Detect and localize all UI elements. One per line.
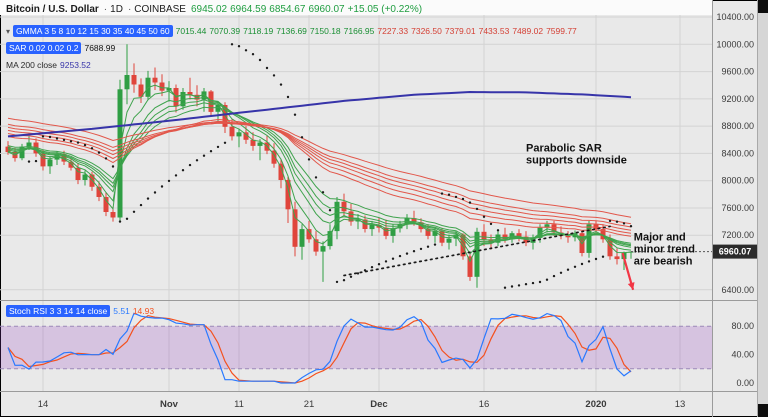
annotation-text[interactable]: minor trend — [634, 244, 695, 256]
price-tick-label: 9600.00 — [721, 67, 754, 77]
interval-label[interactable]: 1D — [110, 3, 123, 15]
sar-legend-row: SAR 0.02 0.02 0.2 7688.99 — [6, 41, 115, 55]
ohlc-open-value: 6945.02 — [190, 3, 228, 15]
gmma-value: 7118.19 — [243, 26, 274, 36]
price-tick-label: 8800.00 — [721, 121, 754, 131]
gmma-value: 7433.53 — [478, 26, 510, 36]
annotation-text[interactable]: supports downside — [526, 154, 627, 166]
price-tick-label: 10400.00 — [716, 12, 754, 22]
stoch-k-value: 5.51 — [113, 306, 130, 316]
price-tick-label: 7200.00 — [721, 230, 754, 240]
time-tick-label: 16 — [479, 399, 490, 410]
time-tick-label: Dec — [370, 399, 387, 410]
ohlc-low-value: 6854.67 — [269, 3, 306, 15]
price-tick-label: 8400.00 — [721, 148, 754, 158]
gmma-value: 7166.95 — [343, 26, 375, 36]
ma-legend-row: MA 200 close 9253.52 — [6, 58, 91, 72]
gmma-value: 7136.69 — [276, 26, 307, 36]
time-tick-label: 2020 — [585, 399, 606, 410]
exchange-label: COINBASE — [134, 3, 186, 15]
time-tick-label: 11 — [234, 399, 244, 410]
gmma-value: 7227.33 — [377, 26, 409, 36]
price-tick-label: 9200.00 — [721, 94, 754, 104]
gmma-value: 7150.18 — [309, 26, 341, 36]
time-tick-label: 13 — [675, 399, 686, 410]
scrollbar[interactable] — [757, 0, 768, 417]
separator-dot: · — [127, 3, 132, 15]
last-price-badge — [713, 244, 757, 259]
annotation-text[interactable]: are bearish — [634, 256, 693, 268]
arrow-head — [627, 282, 635, 290]
trendline-annotation[interactable] — [343, 225, 611, 277]
price-tick-label: 7600.00 — [721, 203, 754, 213]
ohlc-high-value: 6964.59 — [230, 3, 267, 15]
scrollbar-down-button[interactable] — [758, 404, 768, 417]
stoch-d-value: 14.93 — [132, 306, 155, 316]
gmma-value: 7489.02 — [512, 26, 544, 36]
time-tick-label: 14 — [38, 399, 49, 410]
time-tick-label: 21 — [304, 399, 315, 410]
stoch-legend-row: Stoch RSI 3 3 14 14 close 5.51 14.93 — [6, 304, 154, 318]
ohlc-change-value: +15.05 (+0.22%) — [347, 3, 423, 15]
time-tick-label: Nov — [160, 399, 179, 410]
sar-indicator-label[interactable]: SAR 0.02 0.02 0.2 — [6, 42, 82, 54]
symbol-legend-row: Bitcoin / U.S. Dollar · 1D · COINBASE 69… — [6, 2, 422, 16]
ohlc-close-value: 6960.07 — [308, 3, 345, 15]
sub-tick-label: 40.00 — [731, 350, 754, 360]
gmma-value: 7015.44 — [175, 26, 207, 36]
gmma-legend-row: ▾ GMMA 3 5 8 10 12 15 30 35 40 45 50 60 … — [6, 24, 577, 38]
annotation-text[interactable]: Major and — [634, 232, 686, 244]
gmma-value: 7070.39 — [209, 26, 241, 36]
price-tick-label: 6400.00 — [721, 285, 754, 295]
ma-indicator-label[interactable]: MA 200 close — [6, 60, 58, 70]
gmma-value: 7599.77 — [546, 26, 577, 36]
scrollbar-up-button[interactable] — [758, 0, 768, 13]
sub-tick-label: 0.00 — [736, 378, 754, 388]
svg-text:6960.07: 6960.07 — [719, 247, 752, 257]
ma-value: 9253.52 — [60, 60, 91, 70]
gmma-value: 7379.01 — [444, 26, 476, 36]
annotation-text[interactable]: Parabolic SAR — [526, 142, 602, 154]
separator-dot: · — [103, 3, 108, 15]
sub-tick-label: 80.00 — [731, 321, 754, 331]
gmma-indicator-label[interactable]: GMMA 3 5 8 10 12 15 30 35 40 45 50 60 — [13, 25, 173, 37]
sar-value: 7688.99 — [84, 43, 116, 53]
symbol-title[interactable]: Bitcoin / U.S. Dollar — [6, 3, 99, 15]
price-tick-label: 10000.00 — [716, 39, 754, 49]
stoch-indicator-label[interactable]: Stoch RSI 3 3 14 14 close — [6, 305, 111, 317]
price-tick-label: 8000.00 — [721, 176, 754, 186]
chevron-down-icon[interactable]: ▾ — [6, 26, 11, 36]
gmma-value: 7326.50 — [411, 26, 442, 36]
